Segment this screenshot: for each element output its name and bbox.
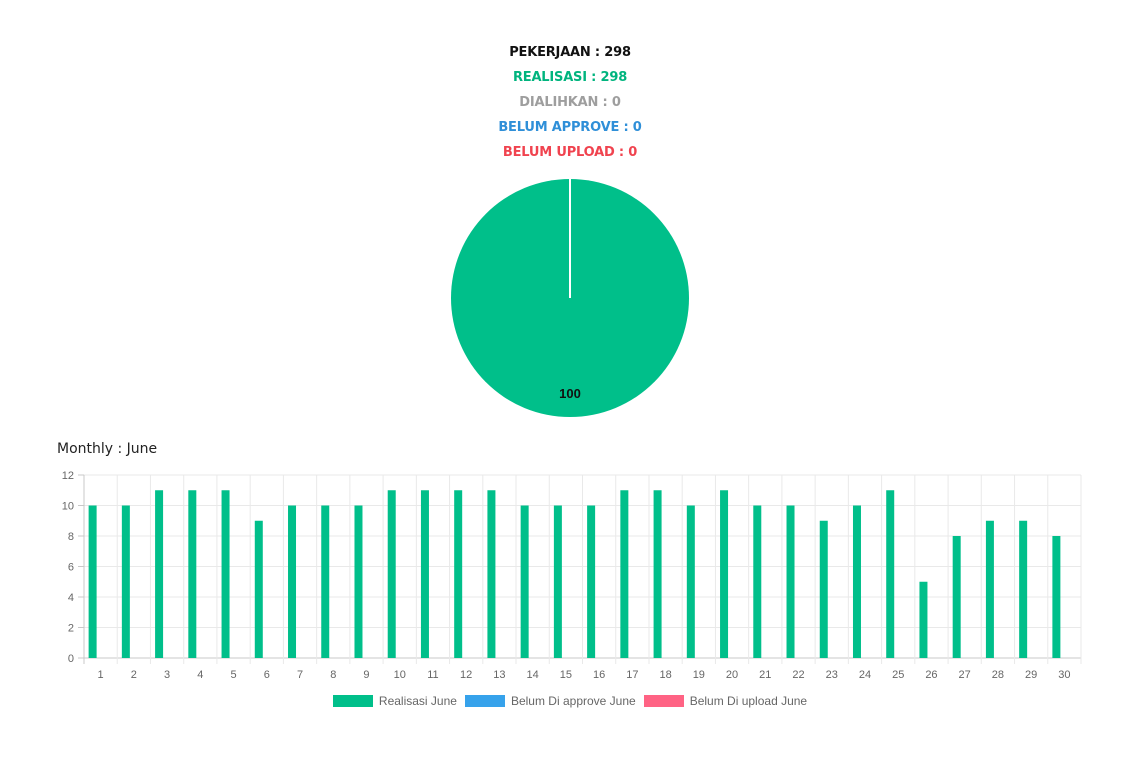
bar-chart-legend: Realisasi June Belum Di approve June Bel… [0, 694, 1140, 708]
x-tick-label: 19 [693, 669, 705, 681]
bar[interactable] [852, 505, 861, 659]
bar[interactable] [121, 505, 130, 659]
x-tick-label: 3 [164, 669, 170, 681]
legend-item-belum-upload[interactable]: Belum Di upload June [643, 694, 808, 708]
x-tick-label: 25 [892, 669, 904, 681]
stat-belum-upload: BELUM UPLOAD : 0 [502, 145, 638, 160]
bar[interactable] [985, 520, 994, 658]
x-tick-label: 14 [527, 669, 539, 681]
bar[interactable] [155, 490, 164, 658]
legend-swatch-belum-upload [643, 695, 684, 707]
x-tick-label: 23 [826, 669, 838, 681]
legend-label-realisasi: Realisasi June [378, 694, 457, 708]
bar[interactable] [753, 505, 762, 659]
x-tick-label: 15 [560, 669, 572, 681]
bar[interactable] [520, 505, 529, 659]
y-tick-label: 4 [68, 592, 74, 604]
bar[interactable] [420, 490, 429, 658]
bar[interactable] [553, 505, 562, 659]
legend-item-belum-approve[interactable]: Belum Di approve June [464, 694, 636, 708]
x-tick-label: 2 [131, 669, 137, 681]
x-tick-label: 26 [925, 669, 937, 681]
x-tick-label: 9 [363, 669, 369, 681]
x-tick-label: 11 [427, 669, 438, 681]
bar[interactable] [1019, 520, 1028, 658]
x-tick-label: 18 [659, 669, 671, 681]
x-tick-label: 12 [460, 669, 472, 681]
bar[interactable] [819, 520, 828, 658]
pie-chart: 100 [451, 179, 689, 417]
y-tick-label: 6 [68, 562, 74, 574]
x-tick-label: 16 [593, 669, 605, 681]
bar[interactable] [387, 490, 396, 658]
bar[interactable] [88, 505, 97, 659]
x-tick-label: 6 [264, 669, 270, 681]
x-tick-label: 30 [1058, 669, 1070, 681]
legend-item-realisasi[interactable]: Realisasi June [332, 694, 457, 708]
bar[interactable] [720, 490, 729, 658]
x-tick-label: 7 [297, 669, 303, 681]
bar[interactable] [1052, 536, 1061, 658]
bar[interactable] [254, 520, 263, 658]
bar[interactable] [952, 536, 961, 658]
x-tick-label: 17 [626, 669, 638, 681]
y-tick-label: 8 [68, 531, 74, 543]
pie-data-label: 100 [559, 386, 581, 401]
stat-realisasi: REALISASI : 298 [512, 70, 628, 85]
legend-label-belum-upload: Belum Di upload June [689, 694, 808, 708]
bar[interactable] [188, 490, 197, 658]
x-tick-label: 8 [330, 669, 336, 681]
bar[interactable] [786, 505, 795, 659]
legend-swatch-belum-approve [464, 695, 505, 707]
stat-belum-approve: BELUM APPROVE : 0 [498, 120, 642, 135]
x-tick-label: 28 [992, 669, 1004, 681]
x-tick-label: 20 [726, 669, 738, 681]
bar[interactable] [221, 490, 230, 658]
bar[interactable] [587, 505, 596, 659]
x-tick-label: 22 [792, 669, 804, 681]
legend-label-belum-approve: Belum Di approve June [510, 694, 636, 708]
bar[interactable] [454, 490, 463, 658]
bar[interactable] [321, 505, 330, 659]
x-tick-label: 1 [98, 669, 104, 681]
y-tick-label: 12 [62, 470, 74, 482]
y-tick-label: 2 [68, 623, 74, 635]
y-tick-label: 10 [62, 501, 74, 513]
bar[interactable] [620, 490, 629, 658]
x-tick-label: 4 [197, 669, 203, 681]
bar[interactable] [653, 490, 662, 658]
x-tick-label: 24 [859, 669, 871, 681]
legend-swatch-realisasi [332, 695, 373, 707]
x-tick-label: 21 [759, 669, 771, 681]
x-tick-label: 13 [493, 669, 505, 681]
y-tick-label: 0 [68, 653, 74, 665]
x-tick-label: 29 [1025, 669, 1037, 681]
bar[interactable] [919, 581, 928, 658]
summary-stats: PEKERJAAN : 298 REALISASI : 298 DIALIHKA… [0, 40, 1140, 165]
x-tick-label: 5 [230, 669, 236, 681]
bar[interactable] [686, 505, 695, 659]
x-tick-label: 27 [959, 669, 971, 681]
bar[interactable] [354, 505, 363, 659]
bar[interactable] [487, 490, 496, 658]
stat-pekerjaan: PEKERJAAN : 298 [509, 45, 631, 60]
bar-chart-title: Monthly : June [57, 441, 158, 457]
bar[interactable] [886, 490, 895, 658]
bar[interactable] [288, 505, 297, 659]
x-tick-label: 10 [394, 669, 406, 681]
stat-dialihkan: DIALIHKAN : 0 [519, 95, 621, 110]
